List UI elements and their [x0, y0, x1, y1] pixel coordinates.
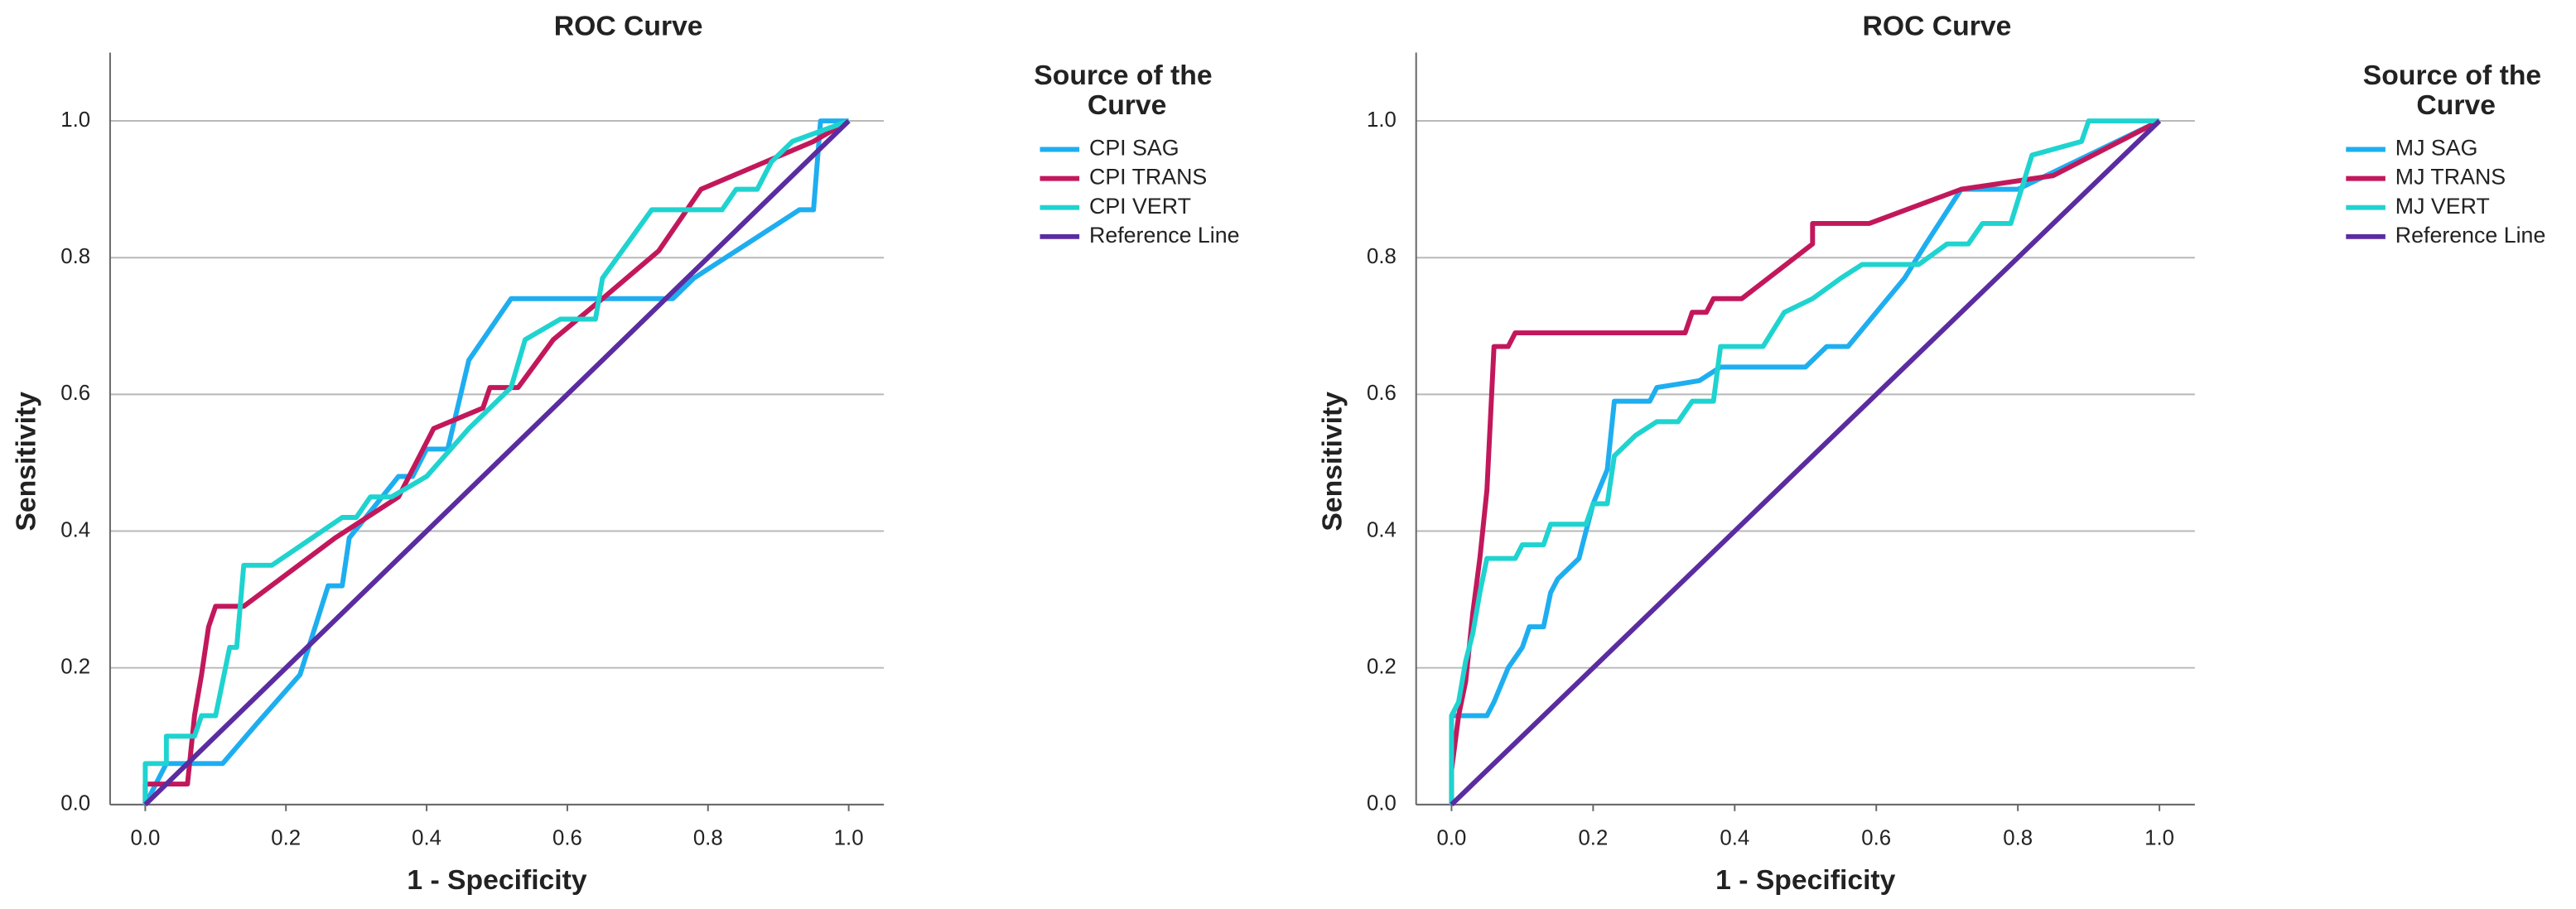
roc-line — [142, 118, 851, 805]
x-tick-label: 0.2 — [271, 826, 301, 849]
y-tick-label: 1.0 — [60, 108, 90, 132]
roc-line — [1449, 118, 2160, 805]
legend-label: Reference Line — [1089, 223, 1240, 248]
chart-title: ROC Curve — [554, 11, 703, 42]
legend-label: MJ VERT — [2395, 194, 2490, 219]
y-tick-label: 0.2 — [60, 656, 90, 679]
x-tick-label: 0.0 — [1437, 826, 1467, 849]
legend-label: Reference Line — [2395, 223, 2546, 248]
y-axis-title: Sensitivity — [1316, 392, 1348, 531]
x-tick-label: 1.0 — [2144, 826, 2174, 849]
y-axis-title: Sensitivity — [11, 392, 42, 531]
x-tick-label: 0.8 — [693, 826, 723, 849]
y-tick-label: 0.0 — [60, 792, 90, 815]
roc-line — [143, 118, 851, 806]
roc-line — [142, 118, 850, 805]
chart-title: ROC Curve — [1863, 11, 2012, 42]
x-tick-label: 0.8 — [2003, 826, 2033, 849]
legend-title: Source of the Curve — [1034, 60, 1220, 121]
y-tick-label: 0.8 — [60, 245, 90, 268]
y-tick-label: 0.6 — [1367, 382, 1397, 405]
y-tick-label: 0.4 — [60, 518, 90, 541]
y-tick-label: 0.0 — [1367, 792, 1397, 815]
legend-label: MJ SAG — [2395, 136, 2478, 161]
roc-line — [142, 118, 849, 806]
x-axis-title: 1 - Specificity — [407, 864, 587, 896]
legend-label: CPI SAG — [1089, 136, 1179, 161]
y-tick-label: 1.0 — [1367, 108, 1397, 132]
x-tick-label: 0.6 — [552, 826, 582, 849]
y-tick-label: 0.2 — [1367, 656, 1397, 679]
roc-line — [1449, 118, 2161, 805]
legend-label: MJ TRANS — [2395, 165, 2506, 190]
x-tick-label: 0.6 — [1861, 826, 1891, 849]
y-tick-label: 0.6 — [60, 382, 90, 405]
legend-label: CPI TRANS — [1089, 165, 1207, 190]
legend-label: CPI VERT — [1089, 194, 1191, 219]
x-tick-label: 1.0 — [834, 826, 864, 849]
x-tick-label: 0.4 — [412, 826, 441, 849]
x-tick-label: 0.2 — [1578, 826, 1608, 849]
x-tick-label: 0.0 — [130, 826, 160, 849]
x-axis-title: 1 - Specificity — [1715, 864, 1896, 896]
legend-title: Source of the Curve — [2363, 60, 2549, 121]
y-tick-label: 0.4 — [1367, 518, 1397, 541]
x-tick-label: 0.4 — [1720, 826, 1749, 849]
y-tick-label: 0.8 — [1367, 245, 1397, 268]
roc-line — [1450, 118, 2162, 806]
